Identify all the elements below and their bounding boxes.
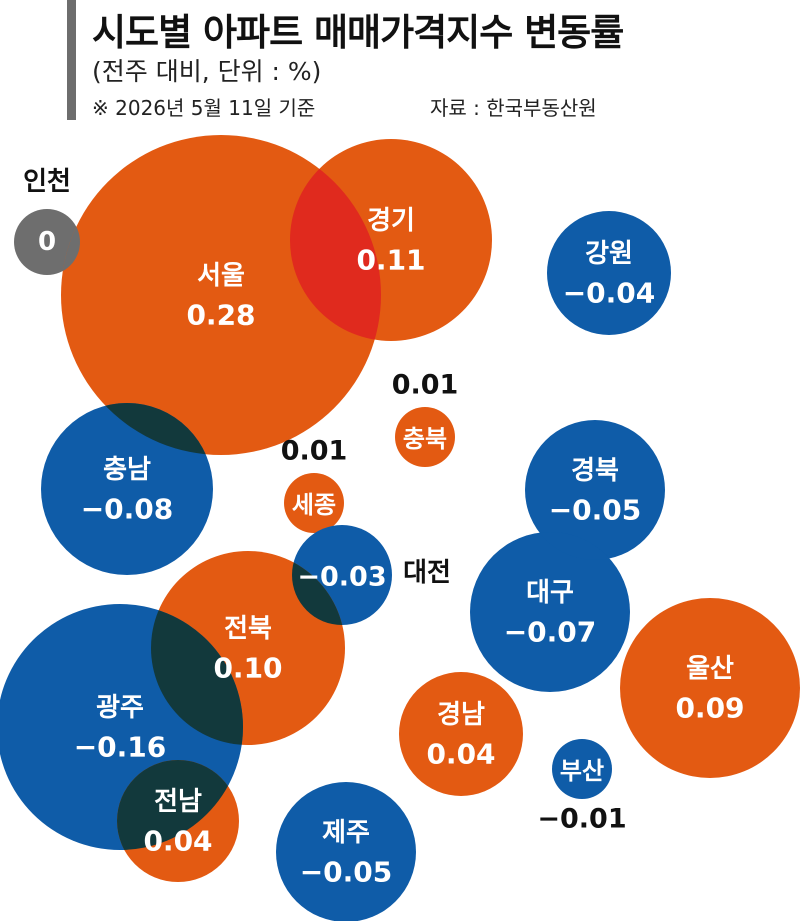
bubble-incheon — [14, 209, 80, 275]
region-label-busan: 부산 — [560, 757, 604, 785]
region-label-jeonnam: 전남 — [154, 787, 202, 817]
value-label-jeonbuk: 0.10 — [213, 652, 282, 685]
bubble-gyeongnam — [399, 672, 523, 796]
bubble-gyeongbuk — [525, 420, 665, 560]
region-label-seoul: 서울 — [197, 261, 245, 291]
value-label-gwangju: −0.16 — [74, 731, 167, 764]
value-label-gyeongnam: 0.04 — [426, 738, 495, 771]
region-label-daegu: 대구 — [526, 578, 574, 608]
value-label-chungbuk: 0.01 — [392, 370, 459, 401]
value-label-jeonnam: 0.04 — [143, 825, 212, 858]
region-label-chungbuk: 충북 — [403, 425, 447, 453]
value-label-sejong: 0.01 — [281, 436, 348, 467]
region-label-jeju: 제주 — [322, 818, 370, 848]
value-label-incheon: 0 — [38, 227, 56, 257]
region-label-daejeon: 대전 — [403, 558, 451, 588]
value-label-daegu: −0.07 — [504, 616, 597, 649]
bubble-gangwon — [547, 211, 671, 335]
region-label-gyeonggi: 경기 — [367, 206, 415, 236]
value-label-seoul: 0.28 — [186, 299, 255, 332]
bubble-ulsan — [620, 598, 800, 778]
value-label-daejeon: −0.03 — [297, 562, 386, 593]
region-label-sejong: 세종 — [292, 491, 336, 519]
region-label-jeonbuk: 전북 — [224, 614, 272, 644]
value-label-busan: −0.01 — [537, 804, 626, 835]
region-label-incheon: 인천 — [23, 167, 71, 197]
data-source: 자료 : 한국부동산원 — [430, 96, 597, 120]
value-label-jeju: −0.05 — [300, 856, 393, 889]
bubble-busan — [552, 739, 612, 799]
region-label-gangwon: 강원 — [585, 239, 633, 269]
reference-date: ※ 2026년 5월 11일 기준 — [92, 96, 316, 120]
region-label-chungnam: 충남 — [103, 455, 151, 485]
label-layer: 인천 0 서울 0.28 경기 0.11 강원 −0.04 0.01 충북 0.01 세종 충남 −0.0… — [23, 167, 744, 889]
value-label-gyeonggi: 0.11 — [356, 244, 425, 277]
header-accent-bar — [67, 0, 76, 120]
overlap-gwangju-jeonnam — [117, 760, 239, 850]
region-label-ulsan: 울산 — [686, 654, 734, 684]
overlap-jeonbuk-gwangju — [151, 604, 243, 745]
chart-title: 시도별 아파트 매매가격지수 변동률 — [92, 11, 624, 54]
value-label-ulsan: 0.09 — [675, 692, 744, 725]
bubble-sejong — [284, 473, 344, 533]
region-label-gyeongnam: 경남 — [437, 700, 485, 730]
value-label-gangwon: −0.04 — [563, 277, 656, 310]
region-label-gwangju: 광주 — [96, 693, 144, 723]
bubble-jeju — [276, 782, 416, 921]
overlap-seoul-gyeonggi — [290, 139, 381, 341]
value-label-chungnam: −0.08 — [81, 493, 174, 526]
bubble-chungbuk — [395, 407, 455, 467]
value-label-gyeongbuk: −0.05 — [549, 494, 642, 527]
region-label-gyeongbuk: 경북 — [571, 456, 619, 486]
chart-subtitle: (전주 대비, 단위 : %) — [92, 57, 322, 86]
bubble-daegu — [470, 532, 630, 692]
